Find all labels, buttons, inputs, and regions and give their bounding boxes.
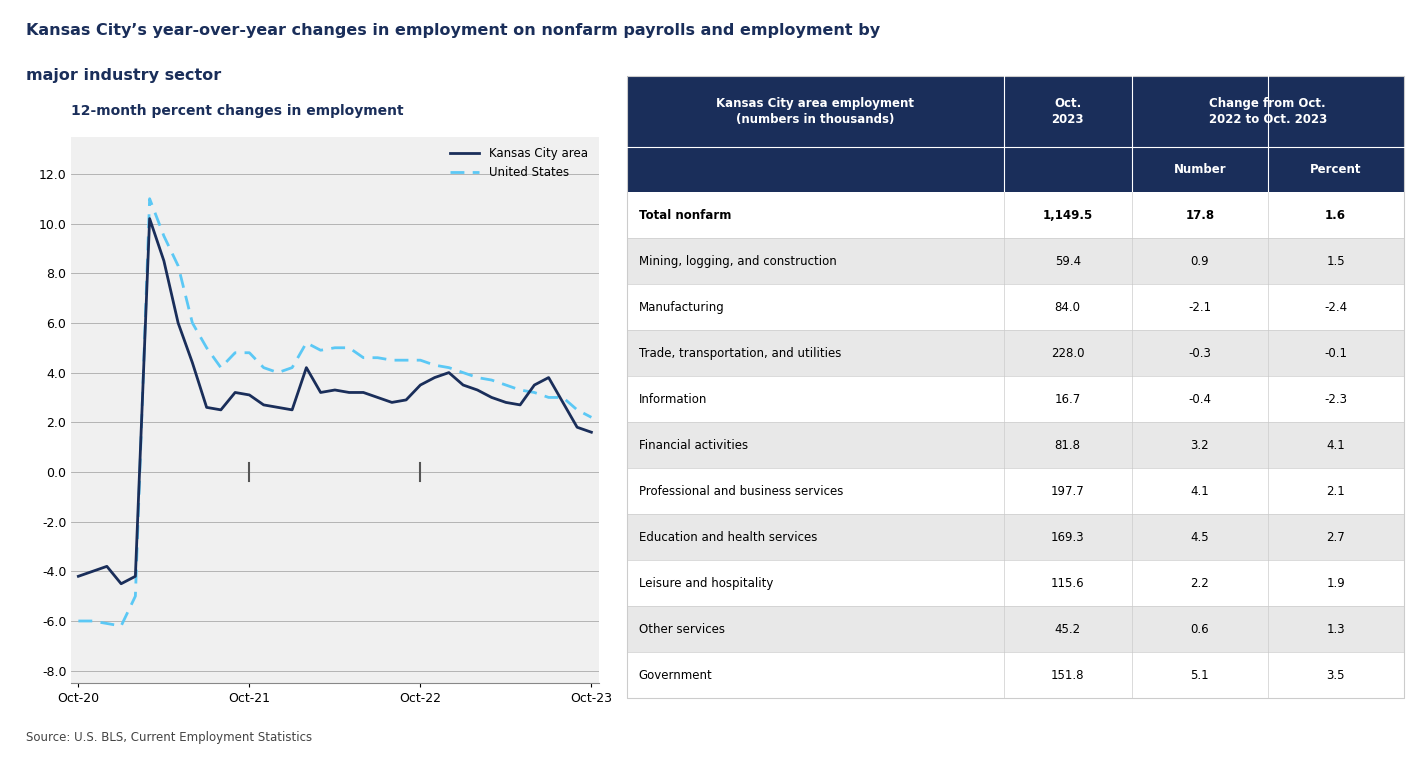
Text: -2.1: -2.1 [1188,301,1211,313]
Bar [627,606,1404,652]
Text: 59.4: 59.4 [1054,255,1080,268]
Bar [627,652,1404,698]
Text: 84.0: 84.0 [1054,301,1080,313]
Text: 1.9: 1.9 [1327,577,1345,590]
Text: 81.8: 81.8 [1054,439,1080,452]
Text: Information: Information [638,393,707,406]
Text: Change from Oct.
2022 to Oct. 2023: Change from Oct. 2022 to Oct. 2023 [1208,97,1327,126]
Text: 115.6: 115.6 [1050,577,1084,590]
Text: 12-month percent changes in employment: 12-month percent changes in employment [71,104,403,118]
Bar [627,330,1404,376]
Bar [1131,147,1268,192]
Text: 1.5: 1.5 [1327,255,1345,268]
Bar [627,147,1003,192]
Text: major industry sector: major industry sector [26,68,221,83]
Bar [627,192,1404,238]
Bar [1268,147,1404,192]
Text: Kansas City’s year-over-year changes in employment on nonfarm payrolls and emplo: Kansas City’s year-over-year changes in … [26,23,879,38]
Text: Source: U.S. BLS, Current Employment Statistics: Source: U.S. BLS, Current Employment Sta… [26,731,312,744]
Text: -2.3: -2.3 [1324,393,1347,406]
Text: Mining, logging, and construction: Mining, logging, and construction [638,255,836,268]
Text: Other services: Other services [638,623,725,636]
Text: Leisure and hospitality: Leisure and hospitality [638,577,772,590]
Text: 4.1: 4.1 [1190,485,1210,498]
Text: 228.0: 228.0 [1052,347,1084,360]
Bar [1131,76,1404,147]
Text: Manufacturing: Manufacturing [638,301,724,313]
Text: 0.6: 0.6 [1190,623,1208,636]
Text: Professional and business services: Professional and business services [638,485,844,498]
Text: 17.8: 17.8 [1186,209,1214,222]
Text: Kansas City area employment
(numbers in thousands): Kansas City area employment (numbers in … [717,97,915,126]
Text: 169.3: 169.3 [1050,531,1084,543]
Text: 2.1: 2.1 [1327,485,1345,498]
Bar [627,376,1404,422]
Text: 16.7: 16.7 [1054,393,1080,406]
Text: Trade, transportation, and utilities: Trade, transportation, and utilities [638,347,841,360]
Legend: Kansas City area, United States: Kansas City area, United States [445,143,593,184]
Bar [627,238,1404,285]
Text: 3.5: 3.5 [1327,669,1345,682]
Text: Education and health services: Education and health services [638,531,817,543]
Bar [1003,76,1131,147]
Text: Total nonfarm: Total nonfarm [638,209,731,222]
Text: 197.7: 197.7 [1050,485,1084,498]
Text: 2.7: 2.7 [1327,531,1345,543]
Text: 5.1: 5.1 [1190,669,1208,682]
Text: 4.1: 4.1 [1327,439,1345,452]
Text: 4.5: 4.5 [1190,531,1208,543]
Text: 45.2: 45.2 [1054,623,1080,636]
Bar [1003,147,1131,192]
Text: -0.1: -0.1 [1324,347,1347,360]
Text: -2.4: -2.4 [1324,301,1347,313]
Text: Number: Number [1173,163,1226,176]
Text: 3.2: 3.2 [1190,439,1208,452]
Text: Financial activities: Financial activities [638,439,748,452]
Text: Government: Government [638,669,712,682]
Text: 1,149.5: 1,149.5 [1043,209,1093,222]
Text: 0.9: 0.9 [1190,255,1208,268]
Text: -0.4: -0.4 [1188,393,1211,406]
Bar [627,468,1404,515]
Text: -0.3: -0.3 [1188,347,1211,360]
Bar [627,560,1404,606]
Text: Oct.
2023: Oct. 2023 [1052,97,1084,126]
Text: 1.6: 1.6 [1325,209,1347,222]
Bar [627,76,1003,147]
Text: 2.2: 2.2 [1190,577,1210,590]
Text: 1.3: 1.3 [1327,623,1345,636]
Bar [627,515,1404,560]
Text: 151.8: 151.8 [1052,669,1084,682]
Text: Percent: Percent [1310,163,1361,176]
Bar [627,422,1404,468]
Bar [627,285,1404,330]
